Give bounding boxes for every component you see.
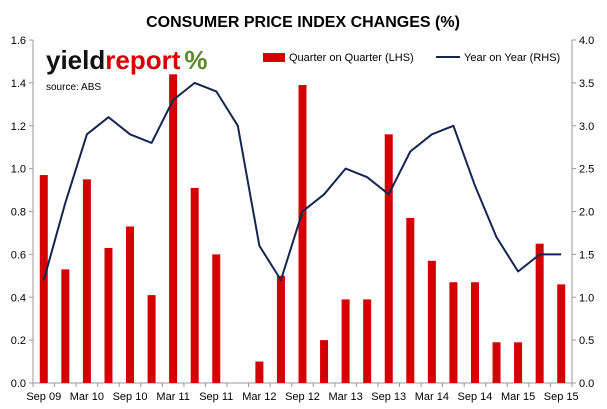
bar-qoq — [190, 187, 199, 383]
bar-qoq — [147, 295, 156, 383]
svg-text:yieldreport%: yieldreport% — [46, 45, 208, 75]
bar-qoq — [169, 74, 178, 384]
left-tick-label: 1.2 — [11, 121, 26, 133]
x-tick-label: Sep 11 — [199, 391, 233, 403]
logo-text-yield: yield — [46, 45, 105, 75]
logo-percent-symbol: % — [184, 45, 207, 75]
x-tick-label: Mar 11 — [156, 391, 189, 403]
bar-qoq — [363, 299, 372, 383]
bar-qoq — [384, 134, 393, 383]
right-tick-label: 3.5 — [579, 78, 594, 90]
right-tick-label: 2.5 — [579, 164, 594, 176]
x-tick-label: Sep 10 — [113, 391, 148, 403]
bar-qoq — [492, 342, 501, 383]
left-tick-label: 1.4 — [11, 78, 26, 90]
bar-qoq — [449, 282, 458, 383]
bar-qoq — [126, 226, 135, 383]
x-tick-label: Sep 12 — [285, 391, 320, 403]
left-tick-label: 1.6 — [11, 35, 26, 47]
bar-qoq — [104, 247, 113, 383]
logo-text-report: report — [105, 45, 180, 75]
bar-qoq — [255, 361, 264, 383]
right-tick-label: 1.5 — [579, 249, 594, 261]
bar-qoq — [61, 269, 70, 383]
chart-title: CONSUMER PRICE INDEX CHANGES (%) — [146, 14, 460, 31]
legend-label-qoq: Quarter on Quarter (LHS) — [289, 52, 414, 64]
x-tick-label: Mar 10 — [70, 391, 104, 403]
x-tick-label: Mar 15 — [501, 391, 535, 403]
left-tick-label: 0.6 — [11, 249, 26, 261]
legend: Quarter on Quarter (LHS) Year on Year (R… — [263, 52, 560, 64]
yieldreport-logo: yieldreport% source: ABS — [46, 45, 208, 93]
bar-qoq — [514, 342, 523, 383]
left-tick-label: 0.0 — [11, 378, 26, 390]
bar-qoq — [276, 275, 285, 383]
bar-qoq — [470, 282, 479, 383]
x-tick-label: Mar 14 — [415, 391, 449, 403]
left-tick-label: 0.4 — [11, 292, 26, 304]
bar-qoq — [406, 217, 415, 383]
x-tick-label: Sep 09 — [26, 391, 61, 403]
bar-qoq — [320, 340, 329, 383]
legend-label-yoy: Year on Year (RHS) — [464, 52, 560, 64]
x-tick-label: Sep 13 — [371, 391, 406, 403]
right-tick-label: 1.0 — [579, 292, 594, 304]
x-tick-label: Sep 15 — [544, 391, 579, 403]
left-tick-label: 1.0 — [11, 164, 26, 176]
bar-qoq — [82, 179, 91, 383]
right-tick-label: 2.0 — [579, 207, 594, 219]
plot-area: 0.0 0.2 0.4 0.6 0.8 1.0 1.2 1.4 1.6 0.0 0.5 1.0 1.5 2… — [11, 35, 595, 403]
x-tick-label: Mar 13 — [328, 391, 362, 403]
bar-qoq — [427, 260, 436, 383]
line-yoy — [42, 81, 562, 282]
right-tick-label: 4.0 — [579, 35, 594, 47]
left-tick-label: 0.8 — [11, 207, 26, 219]
legend-swatch-qoq — [263, 53, 285, 62]
bar-qoq — [298, 85, 307, 384]
right-tick-label: 3.0 — [579, 121, 594, 133]
bar-qoq — [535, 243, 544, 383]
source-note: source: ABS — [46, 82, 101, 93]
bar-qoq — [212, 254, 221, 383]
left-tick-label: 0.2 — [11, 335, 26, 347]
right-tick-label: 0.0 — [579, 378, 594, 390]
right-tick-label: 0.5 — [579, 335, 594, 347]
bar-qoq — [557, 284, 566, 383]
bar-qoq — [341, 299, 350, 383]
x-tick-label: Sep 14 — [458, 391, 493, 403]
x-tick-label: Mar 12 — [242, 391, 276, 403]
